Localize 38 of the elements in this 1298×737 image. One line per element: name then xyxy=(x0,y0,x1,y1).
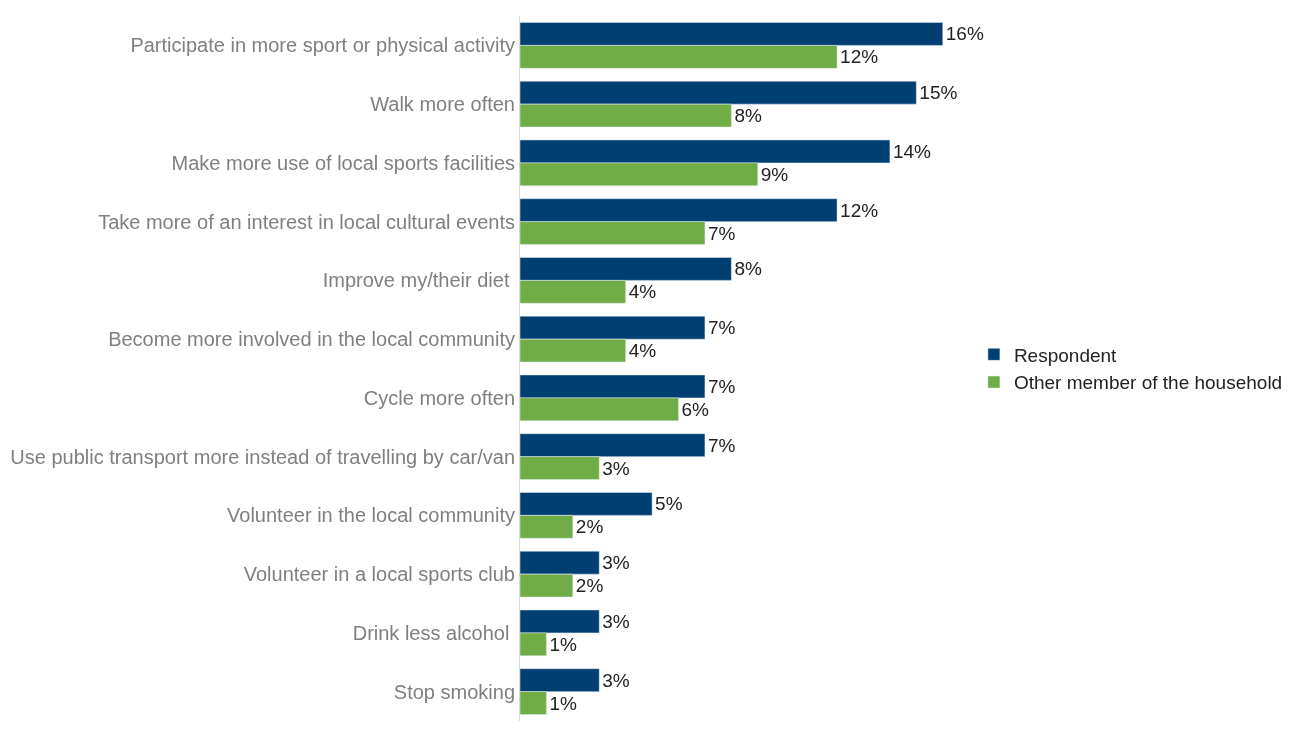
data-label: 4% xyxy=(628,340,657,362)
y-tick-label: Walk more often xyxy=(370,93,515,116)
data-label: 5% xyxy=(655,493,683,515)
y-tick-label: Improve my/their diet xyxy=(322,269,515,292)
legend-label: Respondent xyxy=(1013,344,1118,366)
y-tick-label: Stop smoking xyxy=(393,680,515,703)
data-label: 3% xyxy=(602,552,630,574)
y-tick-label: Become more involved in the local community xyxy=(108,328,515,351)
data-label: 1% xyxy=(549,692,577,714)
data-label: 3% xyxy=(602,457,630,479)
data-label: 12% xyxy=(840,199,879,221)
data-label: 6% xyxy=(681,398,710,420)
data-label: 2% xyxy=(575,516,604,538)
data-label: 3% xyxy=(602,669,630,691)
y-tick-label: Volunteer in a local sports club xyxy=(243,563,515,586)
y-tick-label: Make more use of local sports facilities xyxy=(171,151,515,174)
data-label: 16% xyxy=(945,23,984,45)
data-label: 9% xyxy=(760,163,789,185)
data-label: 7% xyxy=(707,317,736,339)
y-tick-label: Use public transport more instead of travelling by car/van xyxy=(10,445,515,468)
data-label: 8% xyxy=(734,258,762,280)
data-label: 7% xyxy=(707,434,736,456)
data-label: 7% xyxy=(707,222,736,244)
y-tick-label: Participate in more sport or physical activity xyxy=(130,34,515,57)
legend-label: Other member of the household xyxy=(1013,372,1283,394)
data-label: 7% xyxy=(707,375,736,397)
data-label: 1% xyxy=(549,633,577,655)
y-tick-label: Drink less alcohol xyxy=(352,621,515,644)
y-tick-label: Volunteer in the local community xyxy=(227,504,515,527)
y-tick-label: Cycle more often xyxy=(363,386,515,409)
data-label: 15% xyxy=(919,82,958,104)
data-label: 2% xyxy=(575,575,604,597)
y-tick-label: Take more of an interest in local cultural events xyxy=(98,210,515,233)
data-label: 4% xyxy=(628,281,657,303)
data-label: 12% xyxy=(840,46,879,68)
data-label: 14% xyxy=(892,140,932,162)
data-label: 3% xyxy=(602,610,630,632)
data-label: 8% xyxy=(734,105,762,127)
